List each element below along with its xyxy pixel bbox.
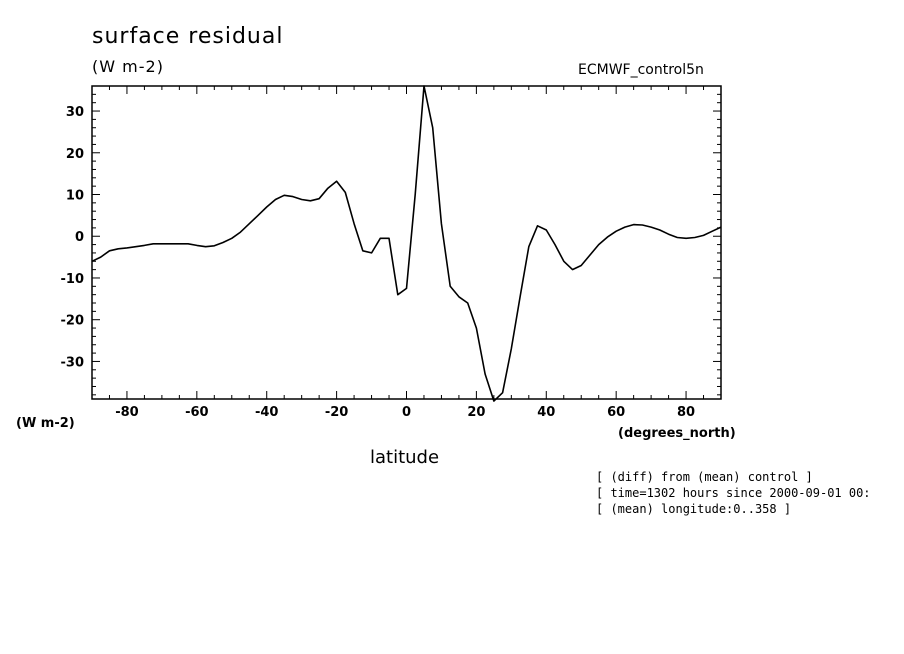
y-tick-label: 0 (75, 230, 84, 245)
y-tick-label: 10 (66, 189, 84, 204)
x-tick-label: -60 (185, 405, 209, 420)
chart-source: ECMWF_control5n (578, 62, 704, 78)
x-axis-label: latitude (370, 447, 440, 468)
x-axis-units: (degrees_north) (618, 426, 736, 441)
footnote-time: [ time=1302 hours since 2000-09-01 00: (596, 486, 871, 500)
footnote-diff: [ (diff) from (mean) control ] (596, 470, 813, 484)
y-tick-label: 20 (66, 147, 84, 162)
y-tick-label: -20 (61, 314, 85, 329)
x-tick-label: -80 (115, 405, 139, 420)
x-tick-label: 60 (607, 405, 625, 420)
x-tick-label: -40 (255, 405, 279, 420)
series-line (91, 85, 722, 402)
x-tick-label: 0 (402, 405, 411, 420)
y-tick-label: -10 (61, 272, 85, 287)
x-tick-label: 40 (537, 405, 555, 420)
x-tick-label: 80 (677, 405, 695, 420)
x-tick-label: 20 (467, 405, 485, 420)
footnote-longitude: [ (mean) longitude:0..358 ] (596, 502, 792, 516)
y-tick-label: -30 (61, 355, 85, 370)
x-tick-label: -20 (325, 405, 349, 420)
y-axis-label: (W m-2) (16, 416, 75, 431)
y-tick-label: 30 (66, 105, 84, 120)
chart-units: (W m-2) (92, 57, 164, 76)
plot-frame (91, 85, 722, 400)
chart-title: surface residual (92, 24, 284, 49)
